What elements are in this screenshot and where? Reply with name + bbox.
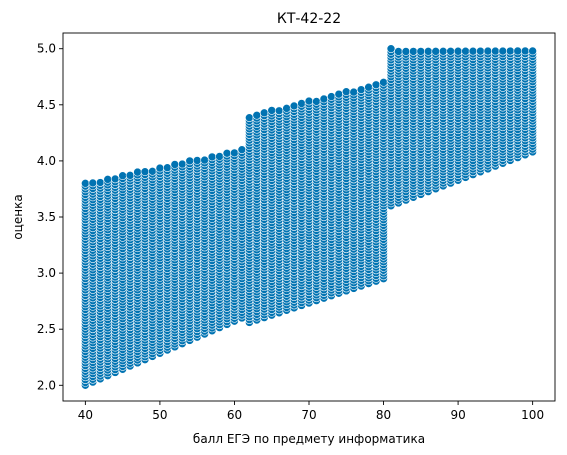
data-point [133,167,142,177]
chart-title: КТ-42-22 [277,11,341,27]
data-point [505,46,515,56]
data-point [289,101,299,111]
x-tick-label: 100 [521,408,544,422]
data-point [423,47,433,56]
y-tick-label: 5.0 [37,42,56,56]
data-point [163,163,172,173]
data-point [327,92,336,101]
scatter-points [81,44,537,390]
data-point [364,82,373,92]
x-tick-label: 70 [301,408,316,422]
data-point [95,178,105,187]
data-point [483,46,493,56]
data-point [230,148,239,158]
data-point [259,108,269,118]
data-point [125,171,135,180]
data-point [170,160,180,169]
data-point [394,47,403,56]
y-tick-label: 2.5 [37,322,56,336]
data-point [379,78,388,87]
x-tick-label: 80 [376,408,391,422]
data-point [215,152,224,161]
data-point [88,178,98,188]
data-point [192,156,202,165]
data-point [520,46,530,56]
data-point [438,47,448,56]
data-point [304,96,314,106]
data-point [148,167,157,176]
x-tick-label: 50 [152,408,167,422]
data-point [185,156,195,166]
y-tick-label: 3.5 [37,210,56,224]
data-point [267,106,277,115]
data-point [341,87,351,97]
data-point [222,148,232,158]
data-point [237,145,247,154]
data-point [297,99,306,108]
data-point [140,167,150,177]
data-point [416,47,426,56]
data-point [476,46,485,56]
data-point [103,175,113,184]
data-point [446,46,455,56]
data-point [461,46,470,56]
data-point [319,94,329,104]
y-axis-label: оценка [11,194,25,239]
data-point [386,44,396,54]
x-axis: 40 50 60 70 80 90 100 [78,401,544,422]
y-axis: 2.0 2.5 3.0 3.5 4.0 4.5 5.0 [37,42,63,392]
data-point [155,163,165,173]
data-point [110,174,120,184]
data-point [177,159,187,169]
data-point [81,179,90,188]
y-tick-label: 4.0 [37,154,56,168]
data-point [453,46,463,56]
data-point [491,46,500,56]
data-point [528,46,537,56]
data-point [118,171,127,181]
data-point [431,47,441,56]
x-tick-label: 40 [78,408,93,422]
data-point [274,106,284,116]
data-point [282,104,291,113]
data-point [207,152,217,162]
x-axis-label: балл ЕГЭ по предмету информатика [193,432,425,446]
data-point [356,85,366,94]
data-point [349,87,359,97]
data-point [200,155,209,165]
x-tick-label: 60 [227,408,242,422]
y-tick-label: 4.5 [37,98,56,112]
data-point [252,110,262,120]
data-point [312,97,321,106]
data-point [513,46,523,56]
y-tick-label: 3.0 [37,266,56,280]
data-point [401,47,411,56]
data-point [468,46,478,56]
y-tick-label: 2.0 [37,378,56,392]
data-point [334,89,344,99]
data-point [498,46,508,56]
data-point [245,113,254,123]
x-tick-label: 90 [450,408,465,422]
data-point [409,47,418,56]
data-point [371,80,381,90]
